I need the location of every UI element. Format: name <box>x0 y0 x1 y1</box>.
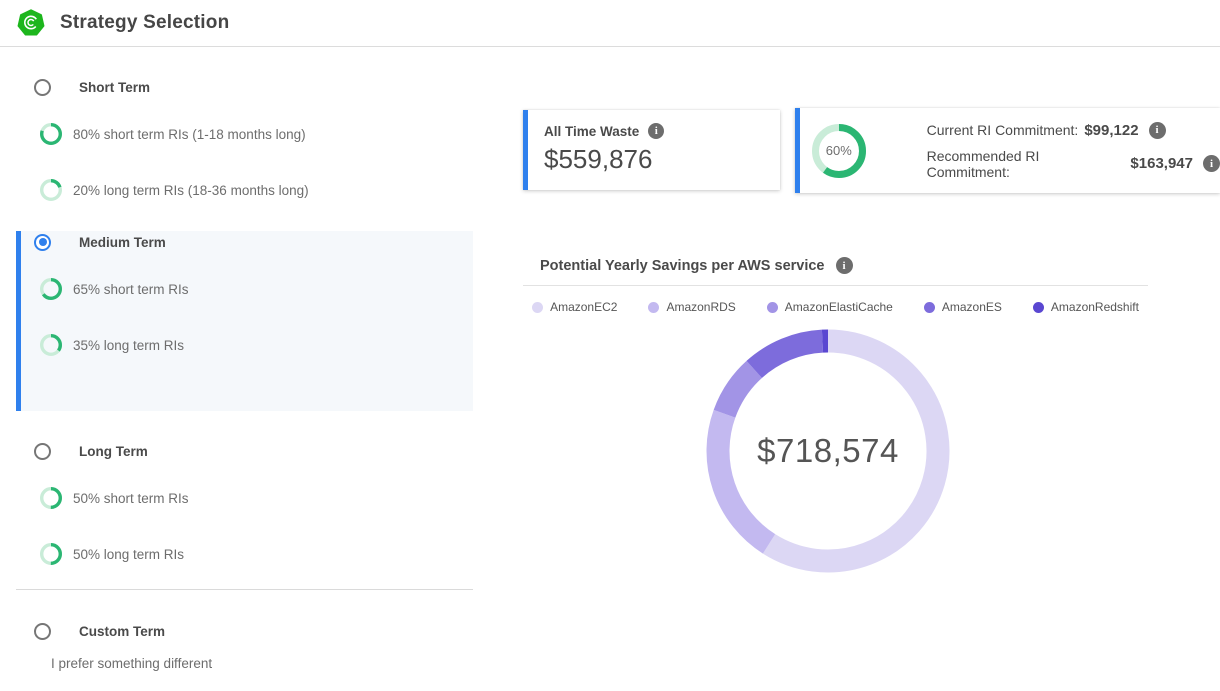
radio-custom-term[interactable] <box>34 622 51 640</box>
current-ri-commitment-value: $99,122 <box>1084 121 1139 139</box>
legend-dot <box>923 301 935 313</box>
progress-ring-20 <box>39 178 63 202</box>
progress-ring-35 <box>39 333 63 357</box>
legend-dot <box>766 301 778 313</box>
current-ri-commitment-row: Current RI Commitment: $99,122 i <box>927 121 1220 139</box>
option-label: Short Term <box>79 79 151 95</box>
strategy-option-medium-term-block: Medium Term 65% short term RIs 35% long … <box>16 231 473 411</box>
radio-long-term[interactable] <box>34 442 51 460</box>
waste-card-value: $559,876 <box>544 144 653 174</box>
option-label: Custom Term <box>79 623 166 639</box>
savings-donut: $718,574 <box>698 321 958 581</box>
ring-60-percent <box>812 123 866 178</box>
chart-divider <box>523 285 1148 286</box>
all-time-waste-card: All Time Waste i $559,876 <box>523 110 780 190</box>
legend-item-amazonec2[interactable]: AmazonEC2 <box>532 300 617 314</box>
recommended-ri-commitment-row: Recommended RI Commitment: $163,947 i <box>927 148 1220 180</box>
ri-commitment-card: 60% Current RI Commitment: $99,122 i Rec… <box>795 108 1220 193</box>
sidebar-section-divider <box>16 589 473 590</box>
commitment-progress-ring: 60% <box>812 123 866 178</box>
legend-item-amazonrds[interactable]: AmazonRDS <box>648 300 736 314</box>
legend-dot <box>1032 301 1044 313</box>
ring-percent-label: 60% <box>825 143 852 158</box>
info-icon[interactable]: i <box>1148 121 1166 139</box>
chart-legend: AmazonEC2 AmazonRDS AmazonElastiCache Am… <box>523 300 1148 314</box>
progress-ring-50b <box>39 542 63 566</box>
custom-term-description: I prefer something different <box>51 656 213 671</box>
info-icon[interactable]: i <box>1203 155 1220 172</box>
radio-medium-term-selected[interactable] <box>34 233 51 251</box>
page-title: Strategy Selection <box>60 12 230 33</box>
legend-item-amazonelasticache[interactable]: AmazonElastiCache <box>766 300 893 314</box>
short-term-sub-1: 80% short term RIs (1-18 months long) <box>16 122 473 146</box>
option-label: Medium Term <box>79 234 166 250</box>
progress-ring-65 <box>39 277 63 301</box>
donut-center-value: $718,574 <box>757 432 899 469</box>
savings-chart-header: Potential Yearly Savings per AWS service… <box>540 257 853 274</box>
savings-chart-title: Potential Yearly Savings per AWS service <box>540 257 825 274</box>
progress-ring-80 <box>39 122 63 146</box>
info-icon[interactable]: i <box>648 123 665 139</box>
short-term-sub-2: 20% long term RIs (18-36 months long) <box>16 178 473 202</box>
long-term-sub-1: 50% short term RIs <box>16 486 473 510</box>
strategy-sidebar: Short Term 80% short term RIs (1-18 mont… <box>16 64 473 671</box>
strategy-option-long-term[interactable]: Long Term <box>16 440 473 462</box>
info-icon[interactable]: i <box>835 257 853 274</box>
waste-card-title: All Time Waste <box>544 123 640 139</box>
long-term-sub-2: 50% long term RIs <box>16 542 473 566</box>
strategy-option-short-term[interactable]: Short Term <box>16 76 473 98</box>
progress-ring-50a <box>39 486 63 510</box>
recommended-ri-commitment-value: $163,947 <box>1130 155 1193 172</box>
legend-item-amazones[interactable]: AmazonES <box>923 300 1002 314</box>
option-label: Long Term <box>79 443 148 459</box>
medium-term-sub-2: 35% long term RIs <box>21 333 473 357</box>
app-logo-icon <box>17 9 45 36</box>
strategy-option-medium-term[interactable]: Medium Term <box>21 231 473 253</box>
legend-dot <box>648 301 660 313</box>
legend-dot <box>532 301 544 313</box>
medium-term-sub-1: 65% short term RIs <box>21 277 473 301</box>
page-header: Strategy Selection <box>0 0 1220 47</box>
legend-item-amazonredshift[interactable]: AmazonRedshift <box>1032 300 1139 314</box>
radio-short-term[interactable] <box>34 78 51 96</box>
strategy-option-custom-term[interactable]: Custom Term <box>16 620 473 642</box>
